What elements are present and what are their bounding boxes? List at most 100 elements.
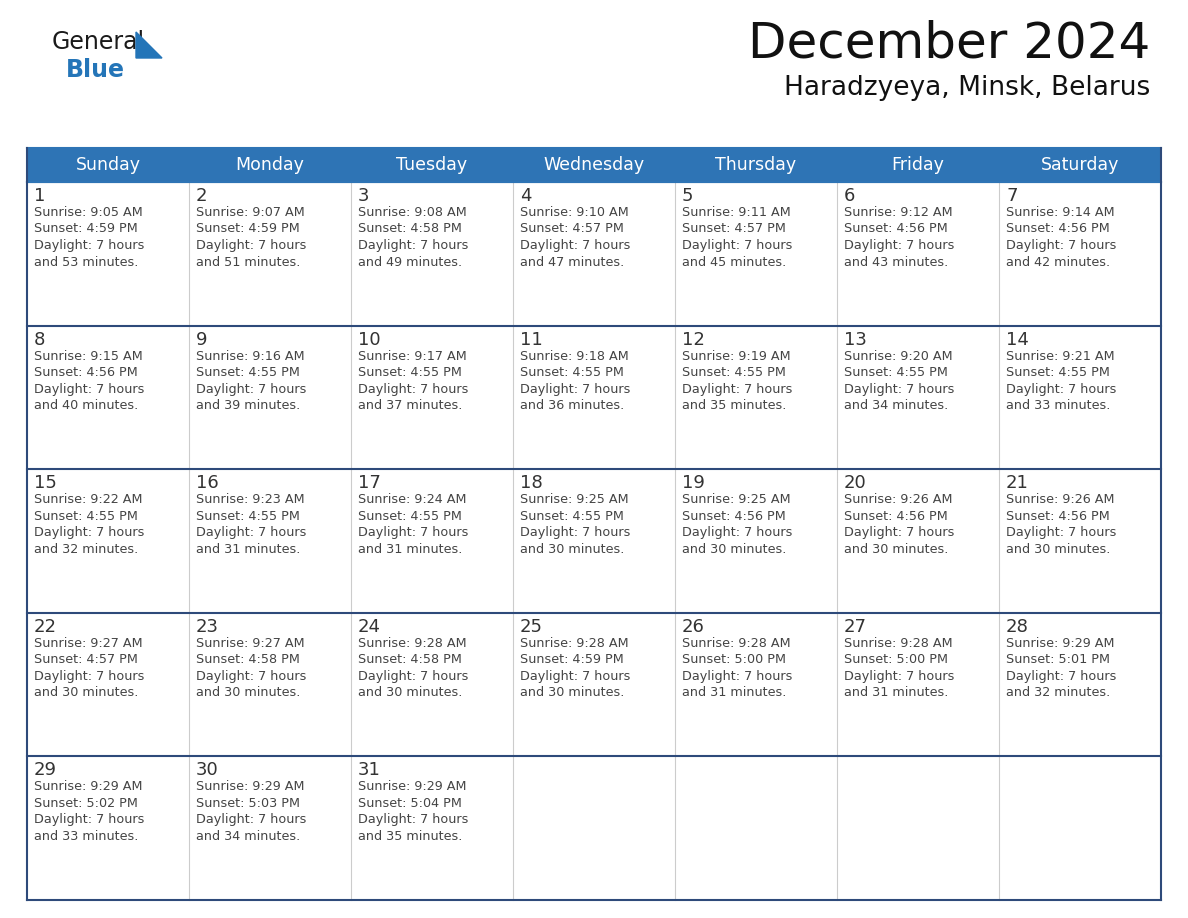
Text: Daylight: 7 hours: Daylight: 7 hours <box>520 383 631 396</box>
Text: Daylight: 7 hours: Daylight: 7 hours <box>34 813 145 826</box>
Text: 31: 31 <box>358 761 381 779</box>
Text: Daylight: 7 hours: Daylight: 7 hours <box>196 239 307 252</box>
Text: Sunset: 4:55 PM: Sunset: 4:55 PM <box>520 366 624 379</box>
Text: Sunset: 4:57 PM: Sunset: 4:57 PM <box>682 222 786 236</box>
Text: Sunset: 4:56 PM: Sunset: 4:56 PM <box>682 509 785 522</box>
Text: Tuesday: Tuesday <box>397 156 468 174</box>
Text: 29: 29 <box>34 761 57 779</box>
Text: Sunrise: 9:29 AM: Sunrise: 9:29 AM <box>1006 637 1114 650</box>
Text: and 31 minutes.: and 31 minutes. <box>196 543 301 555</box>
Text: Sunrise: 9:08 AM: Sunrise: 9:08 AM <box>358 206 467 219</box>
Text: 22: 22 <box>34 618 57 636</box>
Text: Sunrise: 9:14 AM: Sunrise: 9:14 AM <box>1006 206 1114 219</box>
Text: Daylight: 7 hours: Daylight: 7 hours <box>358 526 468 539</box>
Text: Sunset: 4:56 PM: Sunset: 4:56 PM <box>1006 509 1110 522</box>
Text: Daylight: 7 hours: Daylight: 7 hours <box>1006 239 1117 252</box>
Text: and 30 minutes.: and 30 minutes. <box>1006 543 1111 555</box>
Text: Sunset: 4:55 PM: Sunset: 4:55 PM <box>34 509 138 522</box>
Text: Sunrise: 9:17 AM: Sunrise: 9:17 AM <box>358 350 467 363</box>
Text: Sunset: 4:59 PM: Sunset: 4:59 PM <box>520 654 624 666</box>
Text: Sunrise: 9:26 AM: Sunrise: 9:26 AM <box>1006 493 1114 506</box>
Text: Sunset: 4:55 PM: Sunset: 4:55 PM <box>682 366 786 379</box>
Text: 25: 25 <box>520 618 543 636</box>
Text: Daylight: 7 hours: Daylight: 7 hours <box>34 670 145 683</box>
Text: and 36 minutes.: and 36 minutes. <box>520 399 624 412</box>
Text: Friday: Friday <box>891 156 944 174</box>
Text: 7: 7 <box>1006 187 1017 205</box>
Text: 5: 5 <box>682 187 694 205</box>
Text: Daylight: 7 hours: Daylight: 7 hours <box>196 670 307 683</box>
Text: 9: 9 <box>196 330 208 349</box>
Text: Daylight: 7 hours: Daylight: 7 hours <box>682 239 792 252</box>
Text: Sunset: 4:58 PM: Sunset: 4:58 PM <box>358 654 462 666</box>
Polygon shape <box>135 32 162 58</box>
Text: and 31 minutes.: and 31 minutes. <box>358 543 462 555</box>
Text: Daylight: 7 hours: Daylight: 7 hours <box>520 526 631 539</box>
Text: 18: 18 <box>520 475 543 492</box>
Text: Sunset: 4:55 PM: Sunset: 4:55 PM <box>520 509 624 522</box>
Text: Monday: Monday <box>235 156 304 174</box>
Text: Sunset: 4:55 PM: Sunset: 4:55 PM <box>843 366 948 379</box>
Text: Saturday: Saturday <box>1041 156 1119 174</box>
Text: Haradzyeya, Minsk, Belarus: Haradzyeya, Minsk, Belarus <box>784 75 1150 101</box>
Text: Sunset: 4:56 PM: Sunset: 4:56 PM <box>843 222 948 236</box>
Text: Sunrise: 9:21 AM: Sunrise: 9:21 AM <box>1006 350 1114 363</box>
Text: Daylight: 7 hours: Daylight: 7 hours <box>843 239 954 252</box>
Text: and 45 minutes.: and 45 minutes. <box>682 255 786 268</box>
Text: Daylight: 7 hours: Daylight: 7 hours <box>520 670 631 683</box>
Text: Sunrise: 9:10 AM: Sunrise: 9:10 AM <box>520 206 628 219</box>
Text: Sunset: 4:55 PM: Sunset: 4:55 PM <box>196 509 299 522</box>
Text: and 42 minutes.: and 42 minutes. <box>1006 255 1110 268</box>
Text: and 33 minutes.: and 33 minutes. <box>1006 399 1111 412</box>
Text: and 30 minutes.: and 30 minutes. <box>358 687 462 700</box>
Text: Sunset: 5:03 PM: Sunset: 5:03 PM <box>196 797 301 810</box>
Text: 12: 12 <box>682 330 704 349</box>
Text: Sunrise: 9:28 AM: Sunrise: 9:28 AM <box>682 637 791 650</box>
Text: Sunset: 4:55 PM: Sunset: 4:55 PM <box>196 366 299 379</box>
Text: and 32 minutes.: and 32 minutes. <box>1006 687 1111 700</box>
Text: Sunset: 5:00 PM: Sunset: 5:00 PM <box>682 654 786 666</box>
Text: Sunrise: 9:11 AM: Sunrise: 9:11 AM <box>682 206 791 219</box>
Text: and 31 minutes.: and 31 minutes. <box>682 687 786 700</box>
Text: and 30 minutes.: and 30 minutes. <box>682 543 786 555</box>
Text: Sunrise: 9:25 AM: Sunrise: 9:25 AM <box>682 493 791 506</box>
Bar <box>27 148 1161 182</box>
Text: 17: 17 <box>358 475 381 492</box>
Text: Sunset: 4:59 PM: Sunset: 4:59 PM <box>196 222 299 236</box>
Text: Sunrise: 9:15 AM: Sunrise: 9:15 AM <box>34 350 143 363</box>
Text: Sunset: 5:04 PM: Sunset: 5:04 PM <box>358 797 462 810</box>
Text: Sunset: 4:58 PM: Sunset: 4:58 PM <box>358 222 462 236</box>
Text: Daylight: 7 hours: Daylight: 7 hours <box>196 526 307 539</box>
Text: and 37 minutes.: and 37 minutes. <box>358 399 462 412</box>
Text: and 49 minutes.: and 49 minutes. <box>358 255 462 268</box>
Text: Daylight: 7 hours: Daylight: 7 hours <box>196 383 307 396</box>
Text: Daylight: 7 hours: Daylight: 7 hours <box>358 239 468 252</box>
Text: General: General <box>52 30 145 54</box>
Text: Sunrise: 9:29 AM: Sunrise: 9:29 AM <box>358 780 467 793</box>
Text: Daylight: 7 hours: Daylight: 7 hours <box>34 526 145 539</box>
Text: Sunset: 4:55 PM: Sunset: 4:55 PM <box>358 509 462 522</box>
Text: Sunset: 5:00 PM: Sunset: 5:00 PM <box>843 654 948 666</box>
Text: 23: 23 <box>196 618 219 636</box>
Text: 20: 20 <box>843 475 867 492</box>
Text: Sunrise: 9:28 AM: Sunrise: 9:28 AM <box>843 637 953 650</box>
Text: Sunset: 4:59 PM: Sunset: 4:59 PM <box>34 222 138 236</box>
Text: Sunrise: 9:16 AM: Sunrise: 9:16 AM <box>196 350 304 363</box>
Text: Daylight: 7 hours: Daylight: 7 hours <box>843 670 954 683</box>
Text: Sunrise: 9:24 AM: Sunrise: 9:24 AM <box>358 493 467 506</box>
Text: 24: 24 <box>358 618 381 636</box>
Text: Sunset: 4:57 PM: Sunset: 4:57 PM <box>520 222 624 236</box>
Text: December 2024: December 2024 <box>747 20 1150 68</box>
Text: Sunset: 5:01 PM: Sunset: 5:01 PM <box>1006 654 1110 666</box>
Text: Blue: Blue <box>67 58 125 82</box>
Text: Sunrise: 9:25 AM: Sunrise: 9:25 AM <box>520 493 628 506</box>
Text: Sunrise: 9:22 AM: Sunrise: 9:22 AM <box>34 493 143 506</box>
Text: 11: 11 <box>520 330 543 349</box>
Text: Daylight: 7 hours: Daylight: 7 hours <box>843 526 954 539</box>
Text: 19: 19 <box>682 475 704 492</box>
Text: Daylight: 7 hours: Daylight: 7 hours <box>1006 526 1117 539</box>
Text: Sunrise: 9:29 AM: Sunrise: 9:29 AM <box>196 780 304 793</box>
Text: Sunrise: 9:27 AM: Sunrise: 9:27 AM <box>34 637 143 650</box>
Text: and 47 minutes.: and 47 minutes. <box>520 255 624 268</box>
Text: and 40 minutes.: and 40 minutes. <box>34 399 138 412</box>
